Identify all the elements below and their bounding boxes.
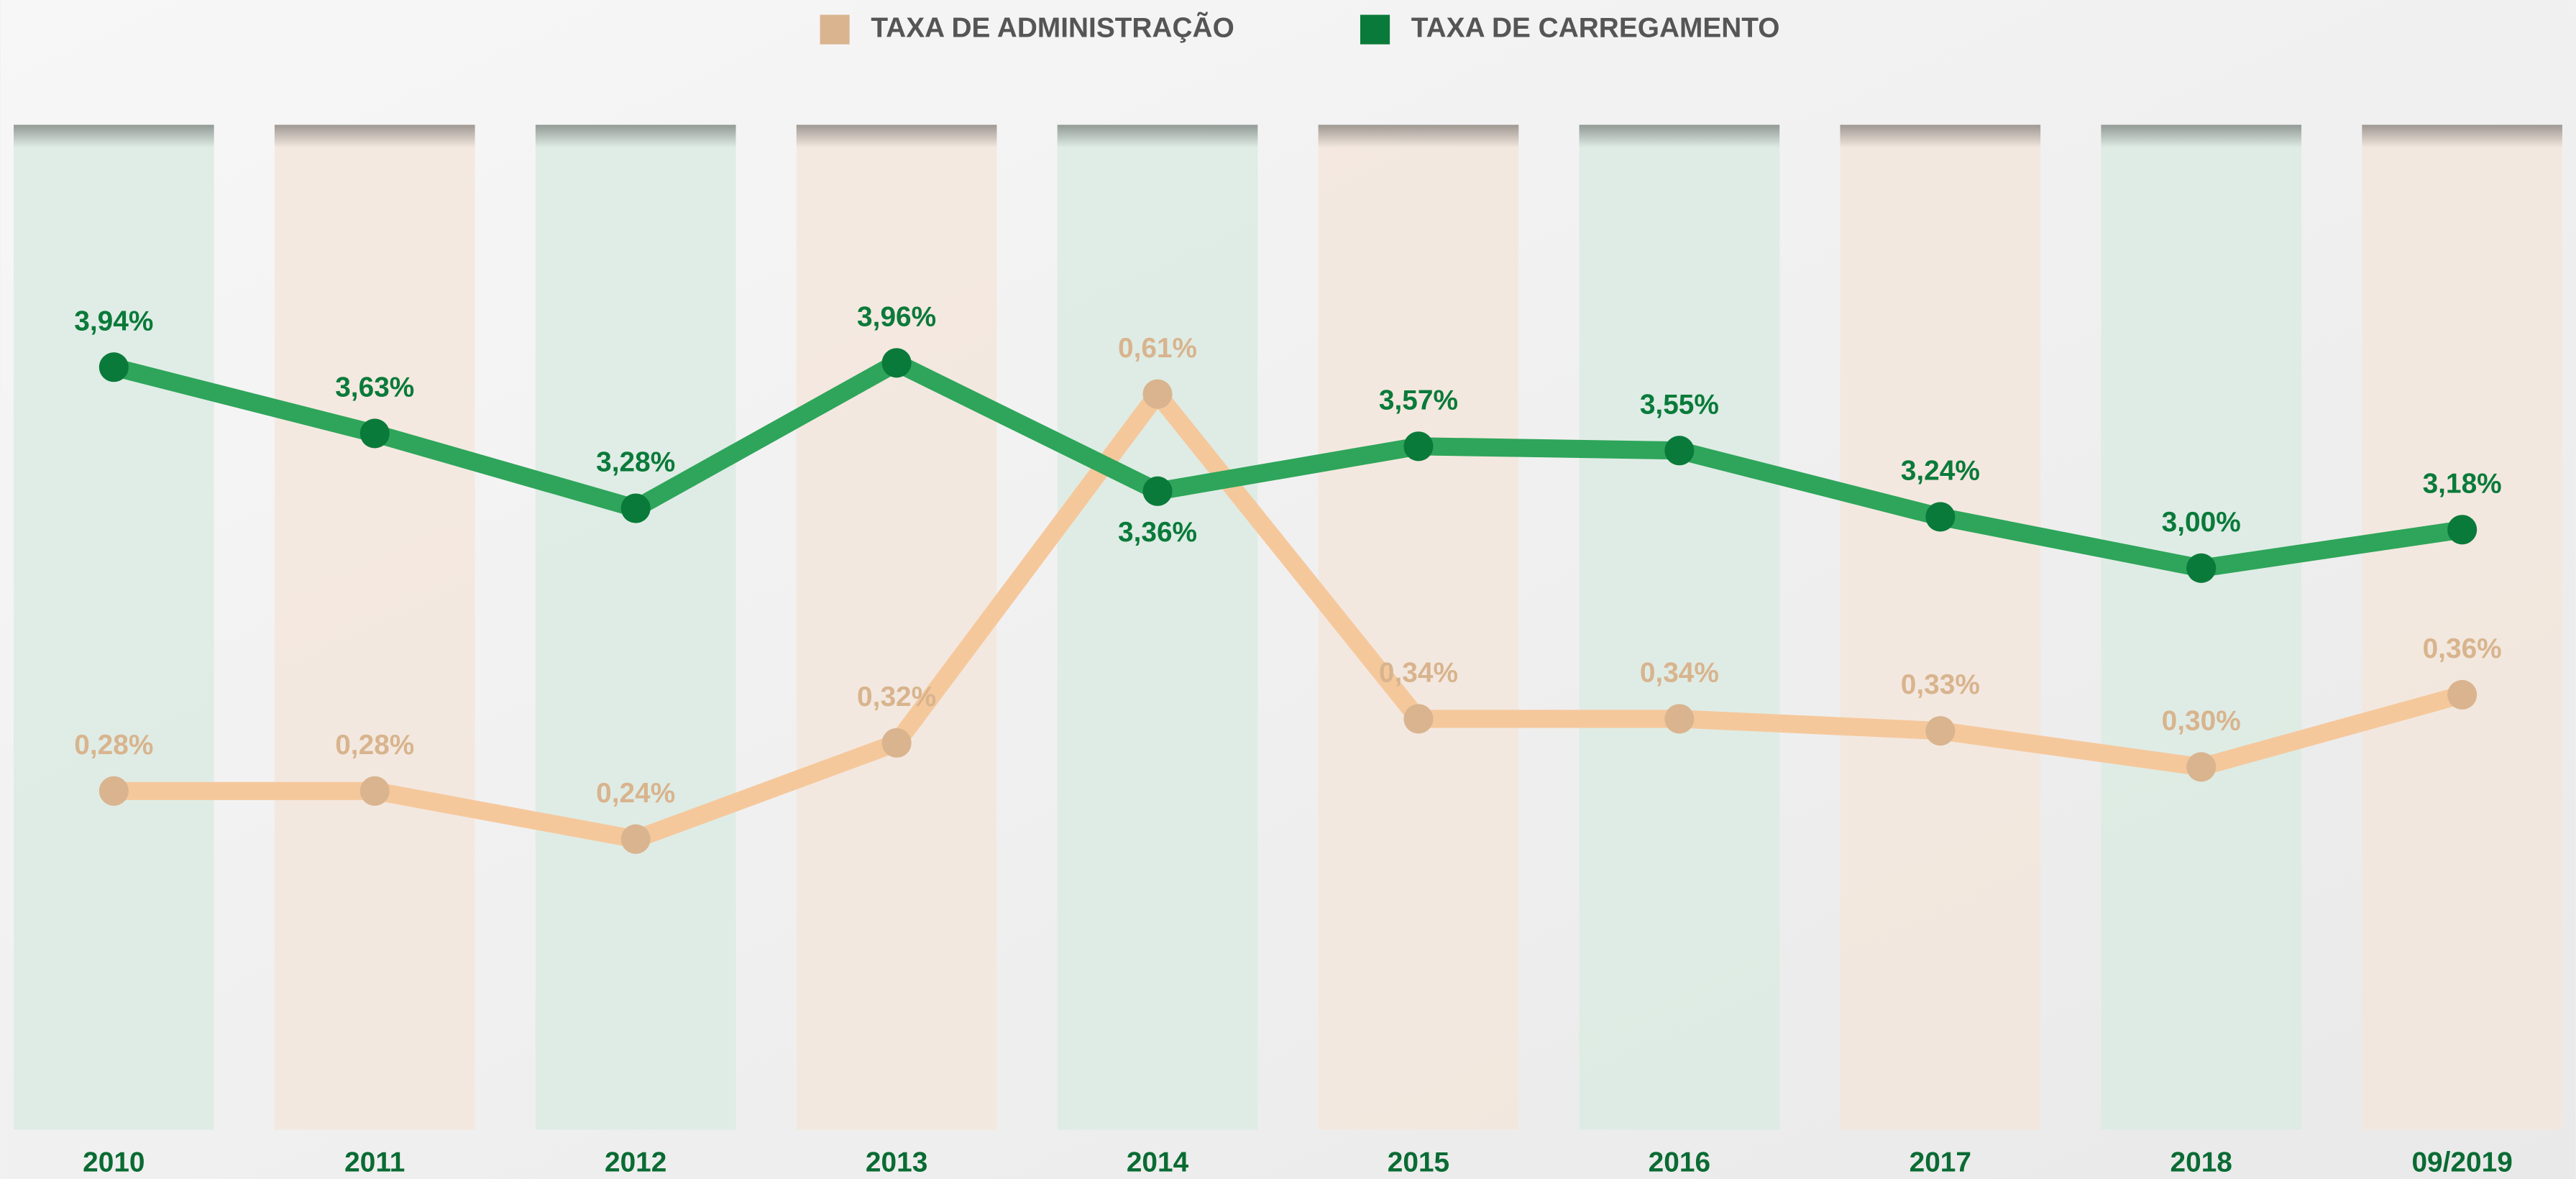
- data-label: 3,96%: [857, 301, 936, 332]
- x-tick-label: 2018: [2171, 1147, 2232, 1178]
- data-label: 3,24%: [1901, 456, 1980, 487]
- column-shadow: [274, 124, 475, 148]
- marker: [359, 776, 390, 806]
- marker: [1403, 704, 1434, 734]
- x-tick-label: 2013: [866, 1147, 927, 1178]
- line: [114, 385, 2465, 848]
- marker: [620, 493, 651, 523]
- column: [535, 124, 736, 1130]
- x-tick-label: 2015: [1388, 1147, 1449, 1178]
- data-label: 3,94%: [74, 306, 153, 336]
- marker: [2186, 553, 2217, 583]
- column: [2362, 124, 2562, 1130]
- data-label: 3,36%: [1118, 517, 1197, 548]
- column-shadow: [1579, 124, 1780, 148]
- x-tick-label: 2012: [605, 1147, 666, 1178]
- legend-swatch: [820, 14, 850, 45]
- column: [796, 124, 997, 1130]
- data-label: 0,24%: [596, 778, 675, 809]
- legend-label: TAXA DE ADMINISTRAÇÃO: [871, 12, 1234, 43]
- marker: [98, 776, 129, 806]
- marker: [1664, 436, 1695, 466]
- legend-label: TAXA DE CARREGAMENTO: [1411, 12, 1780, 43]
- marker: [98, 352, 129, 382]
- marker: [1925, 716, 1956, 746]
- data-label: 0,32%: [857, 682, 936, 712]
- x-tick-label: 2017: [1910, 1147, 1971, 1178]
- data-label: 0,30%: [2162, 705, 2241, 736]
- x-tick-label: 2011: [344, 1147, 405, 1178]
- data-label: 3,00%: [2162, 507, 2241, 538]
- column-shadow: [2101, 124, 2302, 148]
- x-tick-label: 2010: [83, 1147, 145, 1178]
- marker: [1403, 431, 1434, 462]
- column-shadow: [796, 124, 997, 148]
- column: [1579, 124, 1780, 1130]
- marker: [2447, 679, 2478, 710]
- data-label: 0,28%: [335, 730, 414, 761]
- column-shadow: [14, 124, 214, 148]
- x-tick-label: 2014: [1127, 1147, 1189, 1178]
- marker: [1142, 476, 1173, 506]
- data-label: 0,28%: [74, 730, 153, 761]
- marker: [359, 418, 390, 449]
- data-label: 3,57%: [1379, 385, 1458, 416]
- data-label: 0,61%: [1118, 333, 1197, 364]
- column-shadow: [1840, 124, 2041, 148]
- marker: [1925, 502, 1956, 532]
- legend-swatch: [1360, 14, 1390, 45]
- x-tick-label: 2016: [1649, 1147, 1710, 1178]
- column-shadow: [1318, 124, 1519, 148]
- data-label: 0,34%: [1640, 657, 1719, 688]
- marker: [2186, 752, 2217, 782]
- marker: [2447, 515, 2478, 545]
- data-label: 3,18%: [2423, 468, 2502, 499]
- column: [2101, 124, 2302, 1130]
- data-label: 3,63%: [335, 372, 414, 403]
- x-tick-label: 09/2019: [2411, 1147, 2512, 1178]
- column: [1057, 124, 1258, 1130]
- column: [274, 124, 475, 1130]
- marker: [620, 824, 651, 854]
- column-shadow: [535, 124, 736, 148]
- column: [1840, 124, 2041, 1130]
- marker: [881, 348, 912, 378]
- data-label: 3,28%: [596, 447, 675, 478]
- data-label: 3,55%: [1640, 389, 1719, 420]
- data-label: 0,36%: [2423, 633, 2502, 664]
- marker: [1664, 704, 1695, 734]
- marker: [1142, 379, 1173, 409]
- column: [14, 124, 214, 1130]
- column-shadow: [1057, 124, 1258, 148]
- data-label: 0,33%: [1901, 669, 1980, 700]
- column-shadow: [2362, 124, 2562, 148]
- data-label: 0,34%: [1379, 657, 1458, 688]
- line: [111, 354, 2464, 577]
- marker: [881, 728, 912, 758]
